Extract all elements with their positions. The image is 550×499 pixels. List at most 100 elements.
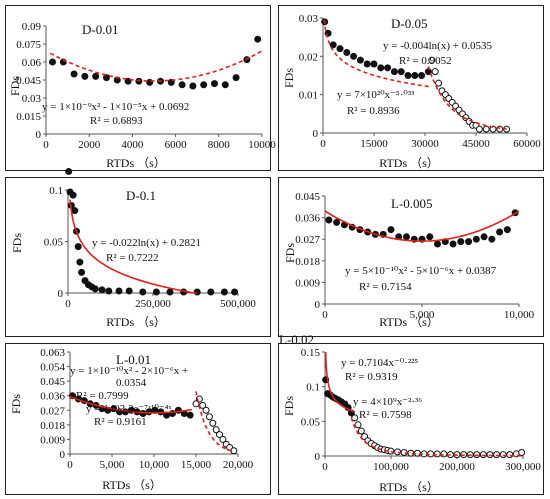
- x-tick-label: 45000: [462, 138, 490, 150]
- data-point-open: [219, 435, 227, 443]
- data-point: [167, 78, 175, 86]
- data-point-open: [428, 56, 436, 64]
- data-point: [207, 288, 215, 296]
- data-point: [102, 74, 110, 82]
- data-point: [152, 288, 160, 296]
- fit-curve: [323, 19, 432, 88]
- chart-panel-d001: 0 0.015 0.03 0.045 0.06 0.075 0.09 0 2000 4000 600…: [5, 5, 276, 171]
- x-tick-label: 60000: [513, 138, 541, 150]
- data-point: [76, 258, 84, 266]
- y-tick-label: 0.063: [40, 347, 65, 359]
- data-point-open: [518, 449, 526, 457]
- x-tick-label: 10,000: [504, 309, 535, 321]
- x-tick-label: 0: [322, 309, 328, 321]
- data-point: [333, 218, 341, 226]
- fit-curve: [324, 351, 355, 413]
- x-axis-label: RTDs （s）: [106, 156, 166, 170]
- chart-title: L-0.02: [279, 332, 314, 347]
- data-point: [135, 77, 143, 85]
- fit-equation-label: R² = 0.7999: [76, 390, 129, 402]
- data-point-open: [216, 431, 224, 439]
- data-point: [178, 81, 186, 89]
- x-tick-label: 20,000: [223, 459, 254, 471]
- y-tick-label: 0.015: [16, 111, 41, 123]
- x-tick-label: 0: [43, 139, 49, 151]
- data-point-open: [357, 427, 365, 435]
- data-point: [404, 72, 412, 79]
- fit-equation-label: R² = 0.9052: [399, 55, 452, 67]
- chart-title: D-0.01: [82, 22, 118, 37]
- y-axis-label: FDs: [10, 233, 24, 253]
- x-tick-label: 250,000: [135, 298, 171, 310]
- data-point: [418, 72, 426, 79]
- y-tick-label: 0: [315, 451, 321, 463]
- data-point: [363, 60, 371, 68]
- x-tick-label: 4000: [121, 139, 144, 151]
- y-tick-label: 0.1: [49, 185, 63, 197]
- x-tick-label: 5,000: [410, 309, 435, 321]
- chart-panel-d005: 0 0.01 0.02 0.03 0 15000 30000 45000 60000 D-0.05…: [278, 5, 544, 171]
- chart-l002: 0 0.05 0.1 0.15 0 100,000 200,000 300,000 L-0.02…: [279, 332, 541, 494]
- data-point-open: [489, 125, 497, 133]
- chart-l0005: 0 0.009 0.018 0.027 0.036 0.045 0 5,000 10,000 L-…: [283, 191, 535, 329]
- data-point: [329, 41, 337, 49]
- chart-d01: 0 0.05 0.1 0 250,000 500,000 D-0.1 RTDs （s） FDs y…: [10, 167, 256, 329]
- data-point-open: [394, 448, 402, 456]
- data-point: [370, 60, 378, 68]
- y-tick-label: 0: [58, 288, 64, 300]
- fit-equation-label: R² = 0.7154: [359, 281, 412, 293]
- data-point: [434, 240, 442, 248]
- fit-equation-label: R² = 0.9319: [345, 371, 398, 383]
- x-axis-label: RTDs （s）: [102, 478, 162, 492]
- data-point-open: [506, 451, 514, 459]
- data-point: [69, 191, 77, 199]
- data-point: [336, 45, 344, 53]
- x-tick-label: 8000: [208, 139, 231, 151]
- chart-panel-l001: 0 0.009 0.018 0.027 0.036 0.045 0.054 0.063 0 5,0…: [5, 343, 271, 495]
- fit-equation-label: y = 5×10⁻¹⁰x² - 5×10⁻⁶x + 0.0387: [345, 265, 497, 277]
- fit-equation-label: y = 4×10⁹x⁻²·³⁶: [353, 396, 422, 408]
- fit-curve: [69, 199, 198, 294]
- y-tick-label: 0.1: [306, 382, 320, 394]
- y-tick-label: 0: [313, 128, 319, 140]
- data-point: [350, 52, 358, 60]
- data-point-open: [493, 451, 501, 459]
- data-point: [390, 68, 398, 76]
- data-point: [105, 287, 113, 295]
- x-tick-label: 10000: [248, 139, 276, 151]
- fit-equation-label: y = 0.7104x⁻⁰·²²⁵: [341, 357, 418, 369]
- data-point-open: [475, 125, 483, 133]
- data-point: [65, 167, 73, 175]
- x-tick-label: 300,000: [505, 461, 541, 473]
- x-axis-label: RTDs （s）: [379, 156, 439, 170]
- data-point: [488, 235, 496, 243]
- data-point: [125, 287, 133, 295]
- data-point: [166, 288, 174, 296]
- y-tick-label: 0.018: [40, 420, 65, 432]
- y-tick-label: 0.06: [22, 57, 42, 69]
- fit-equation-label: y = 7×10²⁰x⁻⁵·⁰³³: [337, 89, 415, 101]
- chart-title: D-0.05: [391, 16, 427, 31]
- fit-equation-label: R² = 0.8936: [347, 105, 400, 117]
- y-tick-label: 0.054: [40, 362, 65, 374]
- fit-equation-label: y = 1×10⁻⁹x² - 1×10⁻⁵x + 0.0692: [42, 101, 189, 113]
- data-point: [496, 228, 504, 236]
- data-point-open: [212, 426, 220, 434]
- x-tick-label: 2000: [78, 139, 101, 151]
- data-point: [221, 81, 229, 89]
- data-point: [449, 240, 457, 248]
- fit-equation-label: y = -0.022ln(x) + 0.2821: [92, 237, 201, 249]
- x-tick-label: 200,000: [439, 461, 475, 473]
- fit-equation-label: R² = 0.7222: [106, 252, 159, 264]
- y-axis-label: FDs: [9, 394, 23, 414]
- data-point: [231, 288, 239, 296]
- x-tick-label: 0: [65, 298, 71, 310]
- data-point-open: [486, 451, 494, 459]
- data-point: [387, 226, 395, 234]
- data-point-open: [482, 125, 490, 133]
- y-tick-label: 0.03: [22, 93, 42, 105]
- data-point: [139, 288, 147, 296]
- data-point: [465, 238, 473, 246]
- data-point-open: [354, 421, 362, 429]
- chart-title: L-0.005: [391, 196, 433, 211]
